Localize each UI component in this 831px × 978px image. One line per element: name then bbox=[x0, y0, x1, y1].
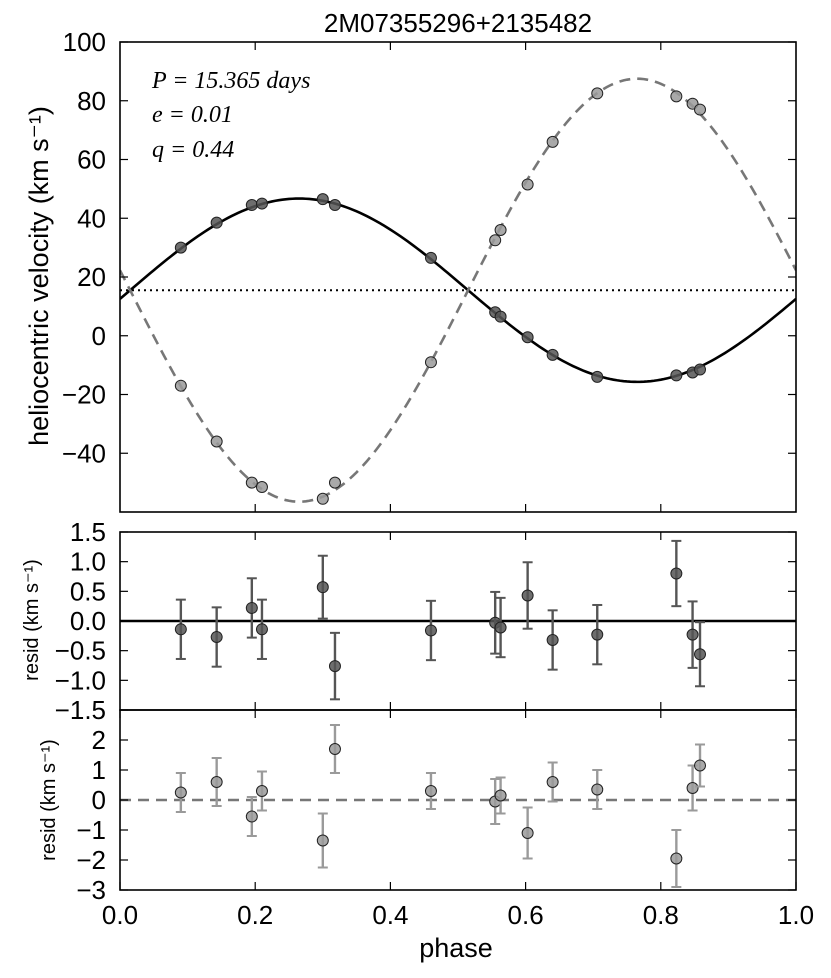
secondary-resid-y-axis-label: resid (km s⁻¹) bbox=[38, 739, 60, 861]
secondary-resid-point bbox=[670, 852, 683, 865]
secondary-model-curve bbox=[120, 77, 796, 504]
primary-rv-point bbox=[694, 363, 707, 376]
x-tick-label: 0.2 bbox=[237, 900, 273, 930]
secondary-resid-point bbox=[521, 827, 534, 839]
primary-rv-point bbox=[521, 331, 534, 344]
secondary-rv-point bbox=[424, 356, 437, 369]
primary-rv-point bbox=[255, 197, 268, 210]
main-ytick-label: 20 bbox=[77, 262, 106, 292]
primary-resid-ytick-label: 1.0 bbox=[70, 547, 106, 577]
primary-resid-point bbox=[494, 621, 507, 634]
secondary-resid-point bbox=[686, 782, 699, 794]
main-ytick-label: −20 bbox=[62, 380, 106, 410]
secondary-resid-panel-frame bbox=[119, 709, 797, 891]
secondary-rv-point bbox=[210, 435, 223, 448]
primary-resid-plot-area bbox=[120, 539, 796, 701]
secondary-rv-point bbox=[316, 492, 329, 505]
primary-resid-point bbox=[210, 631, 223, 644]
primary-resid-point bbox=[521, 589, 534, 602]
primary-resid-point bbox=[686, 628, 699, 641]
primary-resid-y-axis-label: resid (km s⁻¹) bbox=[21, 559, 43, 681]
secondary-resid-point bbox=[174, 786, 187, 799]
main-ytick-label: −40 bbox=[62, 438, 106, 468]
secondary-resid-point bbox=[494, 789, 507, 802]
primary-resid-point bbox=[591, 628, 604, 641]
primary-resid-ytick-label: 0.5 bbox=[70, 576, 106, 606]
primary-rv-point bbox=[316, 193, 329, 206]
primary-rv-point bbox=[210, 216, 223, 229]
primary-rv-point bbox=[494, 310, 507, 323]
primary-rv-point bbox=[424, 251, 437, 264]
secondary-resid-ytick-label: 1 bbox=[92, 755, 106, 785]
secondary-rv-point bbox=[591, 87, 604, 100]
primary-rv-point bbox=[328, 199, 341, 212]
main-y-axis-label: heliocentric velocity (km s⁻¹) bbox=[24, 106, 54, 446]
secondary-resid-ytick-label: 0 bbox=[92, 785, 106, 815]
secondary-rv-point bbox=[245, 476, 258, 489]
primary-resid-point bbox=[546, 633, 559, 646]
secondary-resid-point bbox=[591, 783, 604, 796]
secondary-resid-ytick-label: −2 bbox=[76, 845, 106, 875]
main-plot-area bbox=[120, 77, 796, 505]
secondary-resid-point bbox=[546, 776, 559, 788]
x-tick-label: 1.0 bbox=[778, 900, 814, 930]
primary-resid-point bbox=[424, 624, 437, 637]
primary-rv-point bbox=[245, 199, 258, 212]
primary-resid-ytick-label: −1.5 bbox=[55, 695, 106, 725]
secondary-resid-point bbox=[424, 785, 437, 797]
main-ytick-label: 60 bbox=[77, 145, 106, 175]
main-ytick-label: 100 bbox=[63, 27, 106, 57]
primary-resid-point bbox=[316, 581, 329, 594]
secondary-rv-point bbox=[255, 481, 268, 494]
annotation-eccentricity: e = 0.01 bbox=[152, 102, 233, 128]
x-axis-label: phase bbox=[419, 933, 493, 963]
secondary-rv-point bbox=[494, 224, 507, 236]
primary-resid-ytick-label: 0.0 bbox=[70, 606, 106, 636]
main-ytick-label: 0 bbox=[92, 321, 106, 351]
primary-rv-point bbox=[174, 241, 187, 254]
primary-resid-ytick-label: −0.5 bbox=[55, 636, 106, 666]
annotation-mass-ratio: q = 0.44 bbox=[152, 137, 234, 163]
primary-rv-point bbox=[591, 370, 604, 383]
primary-resid-point bbox=[694, 648, 707, 661]
secondary-resid-point bbox=[694, 759, 707, 772]
primary-resid-ytick-label: −1.0 bbox=[55, 665, 106, 695]
secondary-resid-point bbox=[328, 743, 341, 755]
primary-resid-point bbox=[245, 601, 258, 614]
annotation-period: P = 15.365 days bbox=[151, 68, 310, 94]
secondary-resid-point bbox=[255, 785, 268, 797]
chart-title: 2M07355296+2135482 bbox=[324, 8, 592, 38]
secondary-resid-ytick-label: 2 bbox=[92, 725, 106, 755]
primary-resid-ytick-label: 1.5 bbox=[70, 517, 106, 547]
x-tick-label: 0.6 bbox=[508, 900, 544, 930]
primary-rv-point bbox=[670, 369, 683, 382]
secondary-rv-point bbox=[521, 178, 534, 191]
secondary-rv-point bbox=[670, 90, 683, 103]
primary-resid-point bbox=[255, 623, 268, 636]
secondary-rv-point bbox=[546, 135, 559, 148]
main-panel-frame bbox=[119, 41, 797, 513]
secondary-resid-plot-area bbox=[120, 724, 796, 888]
main-ytick-label: 40 bbox=[77, 203, 106, 233]
secondary-resid-point bbox=[210, 776, 223, 788]
secondary-rv-point bbox=[694, 103, 707, 116]
x-tick-label: 0.8 bbox=[643, 900, 679, 930]
secondary-resid-point bbox=[245, 810, 258, 823]
primary-rv-point bbox=[546, 348, 559, 361]
secondary-rv-point bbox=[489, 234, 502, 247]
x-tick-label: 0.0 bbox=[102, 900, 138, 930]
x-tick-label: 0.4 bbox=[372, 900, 408, 930]
primary-model-curve bbox=[120, 197, 796, 384]
secondary-resid-point bbox=[316, 834, 329, 847]
primary-resid-point bbox=[328, 660, 341, 673]
secondary-rv-point bbox=[328, 476, 341, 489]
primary-resid-point bbox=[174, 623, 187, 636]
secondary-rv-point bbox=[174, 379, 187, 392]
secondary-resid-ytick-label: −3 bbox=[76, 875, 106, 905]
primary-resid-point bbox=[670, 567, 683, 580]
main-ytick-label: 80 bbox=[77, 86, 106, 116]
secondary-resid-ytick-label: −1 bbox=[76, 815, 106, 845]
